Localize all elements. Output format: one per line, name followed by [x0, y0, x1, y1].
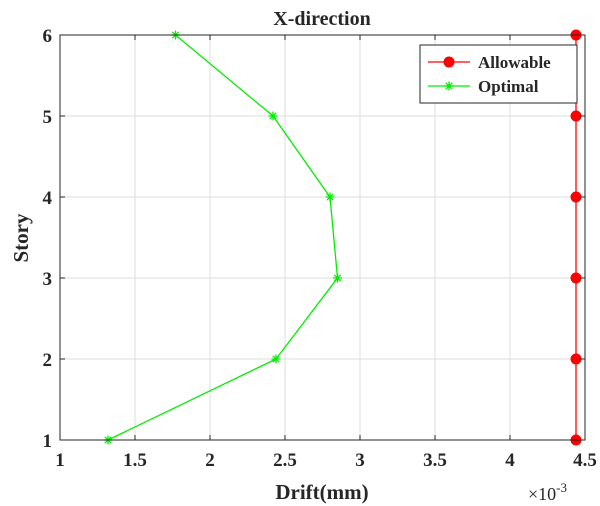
legend-marker-allowable — [443, 56, 455, 68]
legend-box — [419, 44, 578, 104]
legend-marker-optimal — [444, 81, 454, 91]
allowable-point — [570, 272, 582, 284]
legend: Allowable Optimal — [419, 44, 578, 104]
y-tick-label: 5 — [43, 107, 53, 128]
optimal-point — [271, 354, 281, 364]
exponent-power: -3 — [556, 480, 567, 495]
marker-stroke — [326, 193, 334, 201]
allowable-point — [570, 191, 582, 203]
series-layer — [103, 29, 582, 446]
y-tick-label: 1 — [43, 431, 53, 452]
legend-label-optimal: Optimal — [478, 77, 539, 96]
axis-ticks: 1 1.5 2 2.5 3 3.5 4 4.5 1 2 3 4 5 6 — [43, 26, 597, 471]
chart-title: X-direction — [273, 8, 370, 30]
y-tick-label: 4 — [43, 188, 53, 209]
optimal-point — [325, 192, 335, 202]
y-tick-label: 2 — [43, 350, 53, 371]
allowable-point — [570, 353, 582, 365]
plot-frame — [59, 34, 586, 441]
optimal-point — [333, 273, 342, 283]
x-tick-label: 1 — [55, 450, 65, 471]
x-axis-exponent-label: ×10-3 — [528, 480, 567, 504]
marker-stroke — [269, 112, 277, 120]
y-axis-title: Story — [9, 213, 33, 262]
x-tick-label: 2 — [205, 450, 215, 471]
x-tick-label: 4 — [505, 450, 515, 471]
y-tick-label: 6 — [43, 26, 53, 47]
x-tick-label: 3 — [355, 450, 365, 471]
optimal-line — [107, 34, 339, 441]
legend-label-allowable: Allowable — [478, 53, 551, 72]
marker-stroke — [272, 355, 280, 363]
y-tick-label: 3 — [43, 269, 53, 290]
marker-stroke — [333, 274, 342, 282]
legend-item-optimal: Optimal — [428, 77, 539, 96]
optimal-point — [268, 111, 278, 121]
x-axis-title: Drift(mm) — [275, 480, 368, 504]
allowable-point — [570, 110, 582, 122]
x-tick-label: 4.5 — [573, 450, 597, 471]
x-tick-label: 3.5 — [423, 450, 447, 471]
exponent-base: ×10 — [528, 484, 556, 504]
marker-stroke — [445, 82, 453, 90]
legend-item-allowable: Allowable — [428, 53, 551, 72]
x-tick-label: 2.5 — [273, 450, 297, 471]
x-tick-label: 1.5 — [123, 450, 147, 471]
